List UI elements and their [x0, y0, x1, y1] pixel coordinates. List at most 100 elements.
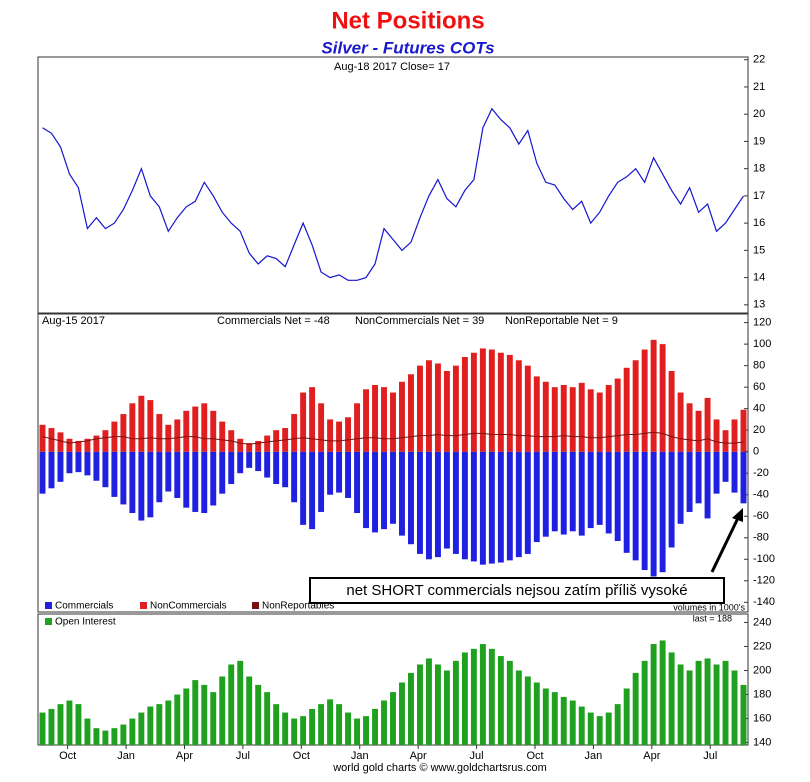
line	[42, 431, 744, 445]
bar	[282, 451, 289, 488]
y-tick-label: 240	[753, 616, 771, 628]
y-tick-label: -20	[753, 467, 769, 479]
bar	[542, 451, 549, 537]
bar	[165, 700, 172, 745]
bar	[318, 704, 325, 745]
bar	[470, 451, 477, 562]
x-tick-label: Oct	[293, 750, 310, 762]
bar	[111, 728, 118, 745]
bar	[515, 360, 522, 452]
bar	[452, 451, 459, 554]
chart-subtitle: Silver - Futures COTs	[321, 38, 494, 57]
bar	[569, 700, 576, 745]
bar	[363, 389, 370, 452]
bar	[722, 451, 729, 482]
bar	[219, 676, 226, 745]
bar	[345, 451, 352, 498]
bar	[533, 682, 540, 745]
bar	[300, 451, 307, 525]
bar	[650, 451, 657, 577]
bar	[614, 451, 621, 541]
bar	[48, 708, 55, 745]
bar	[336, 451, 343, 493]
bar	[623, 688, 630, 745]
bar	[282, 712, 289, 745]
bar	[425, 360, 432, 452]
y-tick-label: 0	[753, 446, 759, 458]
bar	[381, 387, 387, 452]
x-tick-label: Apr	[643, 750, 660, 762]
y-tick-label: -80	[753, 532, 769, 544]
bar	[641, 451, 648, 571]
bar	[210, 692, 217, 745]
bar	[461, 451, 468, 560]
bar	[183, 410, 190, 452]
bar	[309, 708, 316, 745]
bar	[246, 676, 253, 745]
bar	[138, 451, 145, 521]
bar	[686, 670, 693, 745]
x-tick-label: Apr	[176, 750, 193, 762]
bar	[659, 640, 666, 745]
bar	[255, 451, 262, 472]
bar	[569, 451, 576, 532]
bar	[695, 410, 702, 452]
bar	[443, 451, 450, 549]
bar	[713, 419, 720, 452]
x-tick-label: Oct	[59, 750, 76, 762]
y-tick-label: 160	[753, 712, 771, 724]
panel	[37, 56, 749, 314]
bar	[120, 451, 127, 505]
bar	[650, 339, 657, 452]
bar	[434, 451, 441, 558]
bar	[237, 438, 244, 452]
bar	[363, 451, 370, 529]
bar	[165, 451, 172, 492]
bar	[704, 658, 711, 745]
y-tick-label: 14	[753, 272, 765, 284]
bar	[255, 440, 262, 452]
x-tick-label: Jul	[236, 750, 250, 762]
bar	[461, 652, 468, 745]
bar	[425, 658, 432, 745]
bar	[515, 451, 522, 558]
bar	[138, 395, 145, 452]
bar	[237, 451, 244, 474]
bar	[668, 451, 675, 548]
bar	[201, 451, 208, 514]
bar	[327, 699, 334, 745]
bar	[174, 694, 181, 745]
bar	[354, 718, 361, 745]
bar	[102, 430, 109, 452]
bar	[336, 421, 343, 452]
bar	[102, 730, 109, 745]
bar	[75, 440, 82, 452]
legend-label: NonCommercials	[150, 601, 227, 612]
y-tick-label: 220	[753, 640, 771, 652]
bar	[192, 451, 199, 512]
bar	[614, 704, 621, 745]
bar	[408, 374, 414, 452]
bar	[452, 365, 459, 452]
bar	[372, 708, 378, 745]
bar	[596, 392, 603, 452]
y-tick-label: 19	[753, 135, 765, 147]
bar	[48, 451, 55, 489]
bar	[93, 451, 100, 481]
bar	[399, 381, 405, 452]
bar	[264, 451, 271, 478]
bar	[354, 451, 361, 514]
bar	[569, 387, 576, 452]
y-tick-label: -40	[753, 489, 769, 501]
bar	[434, 363, 441, 452]
y-tick-label: 13	[753, 299, 765, 311]
bar	[57, 451, 64, 482]
bar	[408, 672, 414, 745]
x-tick-label: Oct	[526, 750, 543, 762]
bar	[291, 414, 298, 452]
y-tick-label: 140	[753, 737, 771, 749]
bar	[623, 367, 630, 452]
y-tick-label: 20	[753, 424, 765, 436]
y-tick-label: -60	[753, 510, 769, 522]
bar	[57, 704, 64, 745]
